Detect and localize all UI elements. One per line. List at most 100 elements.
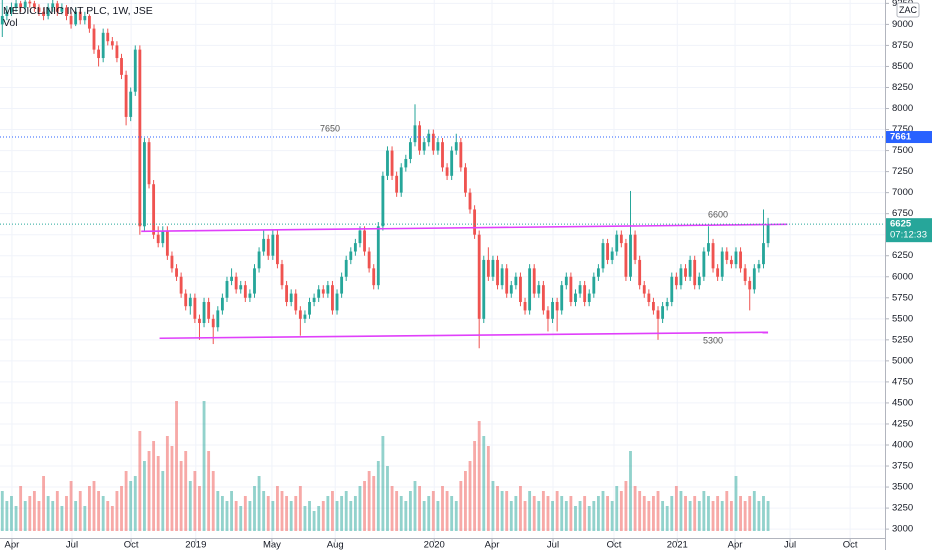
volume-bar bbox=[87, 486, 91, 531]
volume-bar bbox=[230, 491, 233, 531]
candle-body bbox=[271, 234, 275, 256]
volume-bar bbox=[454, 501, 458, 531]
volume-bar bbox=[615, 486, 619, 531]
volume-bar bbox=[509, 501, 513, 531]
candle-body bbox=[670, 276, 674, 302]
candle-body bbox=[752, 268, 756, 290]
candle-body bbox=[642, 285, 646, 294]
volume-bar bbox=[294, 496, 298, 531]
volume-bar bbox=[69, 481, 73, 531]
annotation: 5300 bbox=[703, 335, 723, 345]
volume-bar bbox=[674, 486, 678, 531]
volume-bar bbox=[395, 491, 399, 531]
volume-bar bbox=[532, 496, 536, 531]
y-tick-label: 3000 bbox=[892, 524, 913, 535]
volume-bar bbox=[367, 471, 371, 531]
candle-body bbox=[606, 243, 609, 260]
candle-body bbox=[619, 234, 623, 244]
volume-bar bbox=[638, 491, 642, 531]
volume-bar bbox=[519, 486, 522, 531]
candle-body bbox=[42, 11, 45, 16]
trendline bbox=[141, 223, 788, 233]
x-tick-label: 2019 bbox=[185, 540, 206, 550]
candle-body bbox=[514, 276, 518, 286]
volume-bar bbox=[184, 451, 188, 531]
volume-bar bbox=[138, 431, 142, 531]
candle-body bbox=[87, 15, 91, 29]
volume-bar bbox=[161, 471, 165, 531]
volume-bar bbox=[298, 486, 302, 531]
candle-body bbox=[308, 301, 311, 315]
volume-bar bbox=[436, 501, 440, 531]
volume-bar bbox=[65, 496, 68, 531]
trendline bbox=[159, 331, 769, 340]
volume-bar bbox=[110, 506, 114, 531]
candle-body bbox=[326, 285, 330, 294]
volume-bar bbox=[464, 471, 467, 531]
candle-body bbox=[312, 297, 316, 302]
volume-bar bbox=[353, 496, 357, 531]
candle-body bbox=[97, 49, 101, 59]
volume-bar bbox=[450, 496, 454, 531]
candle-body bbox=[408, 142, 412, 159]
volume-bar bbox=[92, 481, 96, 531]
candle-body bbox=[32, 3, 36, 8]
candle-body bbox=[519, 276, 522, 302]
volume-bar bbox=[496, 486, 499, 531]
volume-bar bbox=[711, 501, 715, 531]
volume-bar bbox=[312, 511, 316, 531]
volume-bar bbox=[555, 491, 559, 531]
volume-bar bbox=[752, 491, 756, 531]
volume-bar bbox=[363, 481, 366, 531]
candle-body bbox=[225, 280, 229, 298]
volume-bar bbox=[303, 506, 307, 531]
volume-bar bbox=[729, 501, 733, 531]
candle-body bbox=[615, 234, 619, 252]
plot bbox=[0, 0, 885, 349]
volume-bar bbox=[147, 451, 151, 531]
candle-body bbox=[289, 293, 293, 302]
volume-bar bbox=[14, 506, 18, 531]
candle-body bbox=[491, 259, 495, 277]
x-tick-label: 2020 bbox=[424, 540, 445, 550]
volume-bar bbox=[707, 496, 710, 531]
volume-bar bbox=[5, 501, 9, 531]
candle-body bbox=[505, 268, 509, 294]
volume-bar bbox=[340, 496, 344, 531]
candle-body bbox=[445, 167, 449, 176]
candle-body bbox=[454, 142, 458, 151]
volume-bar bbox=[477, 421, 481, 531]
volume-bar bbox=[679, 491, 683, 531]
y-tick-label: 7250 bbox=[892, 166, 913, 177]
x-tick-label: Jul bbox=[547, 540, 559, 550]
candle-body bbox=[193, 297, 197, 319]
y-tick-label: 6750 bbox=[892, 208, 913, 219]
candle-body bbox=[317, 289, 321, 298]
y-tick-label: 8000 bbox=[892, 103, 913, 114]
candle-body bbox=[198, 318, 201, 324]
x-tick-label: Jul bbox=[66, 540, 78, 550]
candle-body bbox=[601, 243, 605, 269]
volume-bar bbox=[331, 491, 334, 531]
candle-body bbox=[5, 11, 9, 16]
candle-body bbox=[537, 285, 541, 294]
volume-bar bbox=[574, 506, 577, 531]
volume-bar bbox=[335, 501, 339, 531]
candle-body bbox=[661, 306, 665, 319]
y-tick-label: 4250 bbox=[892, 418, 913, 429]
candle-body bbox=[569, 276, 573, 302]
candle-body bbox=[285, 285, 289, 302]
candle-body bbox=[294, 293, 298, 311]
candle-body bbox=[656, 310, 660, 319]
volume-bar bbox=[505, 491, 509, 531]
volume-bar bbox=[537, 501, 541, 531]
candle-body bbox=[633, 234, 637, 260]
grid bbox=[0, 0, 885, 538]
volume-bar bbox=[560, 496, 564, 531]
volume-bar bbox=[271, 501, 275, 531]
candle-body bbox=[344, 259, 348, 277]
candle-body bbox=[652, 301, 655, 311]
candle-body bbox=[331, 285, 334, 311]
volume-bar bbox=[257, 476, 261, 531]
